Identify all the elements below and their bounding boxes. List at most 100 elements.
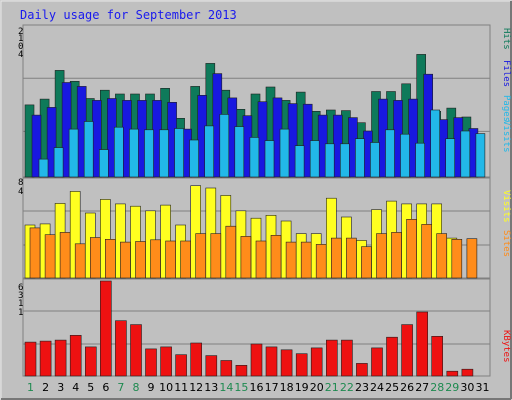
x-label-25: 25 bbox=[385, 381, 399, 394]
legend-middle-0: Visits bbox=[501, 190, 511, 223]
bar-kbytes-21 bbox=[325, 339, 338, 377]
bar-kbytes-11 bbox=[175, 354, 187, 377]
bar-kbytes-13 bbox=[205, 355, 218, 377]
bar-sites-23 bbox=[361, 246, 372, 279]
bar-sites-3 bbox=[59, 232, 71, 279]
bar-pages-27 bbox=[430, 109, 441, 178]
bar-kbytes-30 bbox=[461, 368, 474, 377]
x-label-11: 11 bbox=[174, 381, 188, 394]
x-label-21: 21 bbox=[325, 381, 339, 394]
bar-kbytes-19 bbox=[295, 353, 308, 377]
y-tick-middle-1: 4 bbox=[18, 187, 23, 197]
x-label-26: 26 bbox=[400, 381, 414, 394]
legend-top-1: Files bbox=[501, 60, 511, 87]
bar-kbytes-5 bbox=[85, 346, 97, 377]
bar-sites-22 bbox=[346, 237, 357, 279]
x-label-15: 15 bbox=[234, 381, 248, 394]
y-tick-top-1: 1 bbox=[18, 34, 23, 44]
bar-sites-9 bbox=[150, 239, 161, 279]
y-tick-bottom-0: 6 bbox=[18, 283, 23, 293]
x-label-23: 23 bbox=[355, 381, 369, 394]
bar-kbytes-23 bbox=[356, 363, 368, 377]
bar-pages-22 bbox=[355, 138, 365, 178]
bar-sites-16 bbox=[255, 240, 267, 279]
bar-sites-12 bbox=[195, 233, 206, 279]
legend-middle-1: Sites bbox=[501, 230, 511, 257]
legend-top-3: Visits bbox=[501, 120, 511, 153]
x-label-27: 27 bbox=[415, 381, 429, 394]
bar-pages-4 bbox=[83, 121, 94, 178]
bar-pages-19 bbox=[309, 140, 320, 178]
bar-pages-12 bbox=[204, 125, 214, 178]
bar-kbytes-25 bbox=[386, 336, 398, 377]
x-label-20: 20 bbox=[310, 381, 324, 394]
y-tick-middle-0: 8 bbox=[18, 178, 23, 188]
bar-sites-29 bbox=[451, 239, 463, 279]
x-label-3: 3 bbox=[57, 381, 64, 394]
bar-sites-15 bbox=[240, 236, 252, 279]
x-label-8: 8 bbox=[133, 381, 140, 394]
bar-kbytes-4 bbox=[69, 334, 82, 377]
x-label-22: 22 bbox=[340, 381, 354, 394]
bar-pages-3 bbox=[68, 128, 79, 178]
bar-files-1 bbox=[31, 114, 42, 178]
bar-kbytes-1 bbox=[24, 341, 37, 377]
bar-sites-1 bbox=[29, 227, 41, 279]
bar-files-2 bbox=[46, 107, 57, 178]
bar-pages-24 bbox=[385, 129, 395, 178]
x-label-30: 30 bbox=[460, 381, 474, 394]
x-label-4: 4 bbox=[72, 381, 79, 394]
bar-sites-13 bbox=[210, 233, 222, 279]
bar-kbytes-3 bbox=[54, 339, 67, 377]
bar-sites-7 bbox=[120, 241, 131, 279]
x-label-9: 9 bbox=[148, 381, 155, 394]
y-tick-top-0: 2 bbox=[18, 27, 23, 37]
x-label-1: 1 bbox=[27, 381, 34, 394]
bar-kbytes-20 bbox=[310, 347, 323, 377]
bar-pages-16 bbox=[264, 140, 275, 178]
x-label-17: 17 bbox=[265, 381, 279, 394]
bar-sites-25 bbox=[391, 232, 402, 279]
bar-sites-5 bbox=[90, 237, 101, 279]
bar-sites-8 bbox=[135, 241, 146, 279]
bar-pages-11 bbox=[189, 139, 199, 178]
bar-kbytes-22 bbox=[341, 339, 353, 377]
bar-pages-30 bbox=[475, 133, 486, 178]
bar-kbytes-24 bbox=[371, 347, 383, 377]
bar-sites-2 bbox=[44, 234, 56, 279]
bar-pages-17 bbox=[279, 128, 290, 178]
bar-pages-23 bbox=[370, 142, 380, 178]
x-label-10: 10 bbox=[159, 381, 173, 394]
bar-kbytes-18 bbox=[280, 349, 293, 377]
x-label-14: 14 bbox=[219, 381, 233, 394]
bar-kbytes-26 bbox=[401, 324, 413, 377]
bar-kbytes-29 bbox=[446, 370, 459, 377]
bar-kbytes-7 bbox=[115, 320, 127, 377]
y-tick-bottom-3: 1 bbox=[18, 308, 23, 318]
bar-kbytes-2 bbox=[39, 340, 52, 377]
bar-sites-17 bbox=[270, 235, 282, 279]
bar-sites-6 bbox=[105, 239, 116, 279]
legend-top-0: Hits bbox=[501, 28, 511, 50]
y-tick-top-2: 0 bbox=[18, 42, 23, 52]
bar-pages-13 bbox=[219, 114, 230, 178]
bar-pages-5 bbox=[99, 149, 109, 178]
bar-sites-4 bbox=[74, 243, 86, 279]
y-tick-bottom-1: 3 bbox=[18, 291, 23, 301]
x-label-28: 28 bbox=[430, 381, 444, 394]
bar-kbytes-27 bbox=[416, 311, 429, 377]
bar-sites-18 bbox=[285, 241, 297, 279]
bar-pages-1 bbox=[38, 158, 49, 178]
bar-pages-10 bbox=[174, 128, 184, 178]
bar-sites-24 bbox=[376, 233, 387, 279]
bar-kbytes-12 bbox=[190, 342, 202, 377]
bar-sites-11 bbox=[180, 240, 191, 279]
bar-kbytes-9 bbox=[145, 348, 157, 377]
bar-sites-14 bbox=[225, 225, 237, 279]
bar-kbytes-14 bbox=[220, 360, 233, 377]
bar-pages-15 bbox=[249, 137, 260, 178]
bar-sites-26 bbox=[406, 219, 417, 279]
bar-sites-30 bbox=[466, 238, 478, 279]
bar-pages-9 bbox=[159, 129, 169, 178]
bar-sites-28 bbox=[436, 233, 448, 279]
